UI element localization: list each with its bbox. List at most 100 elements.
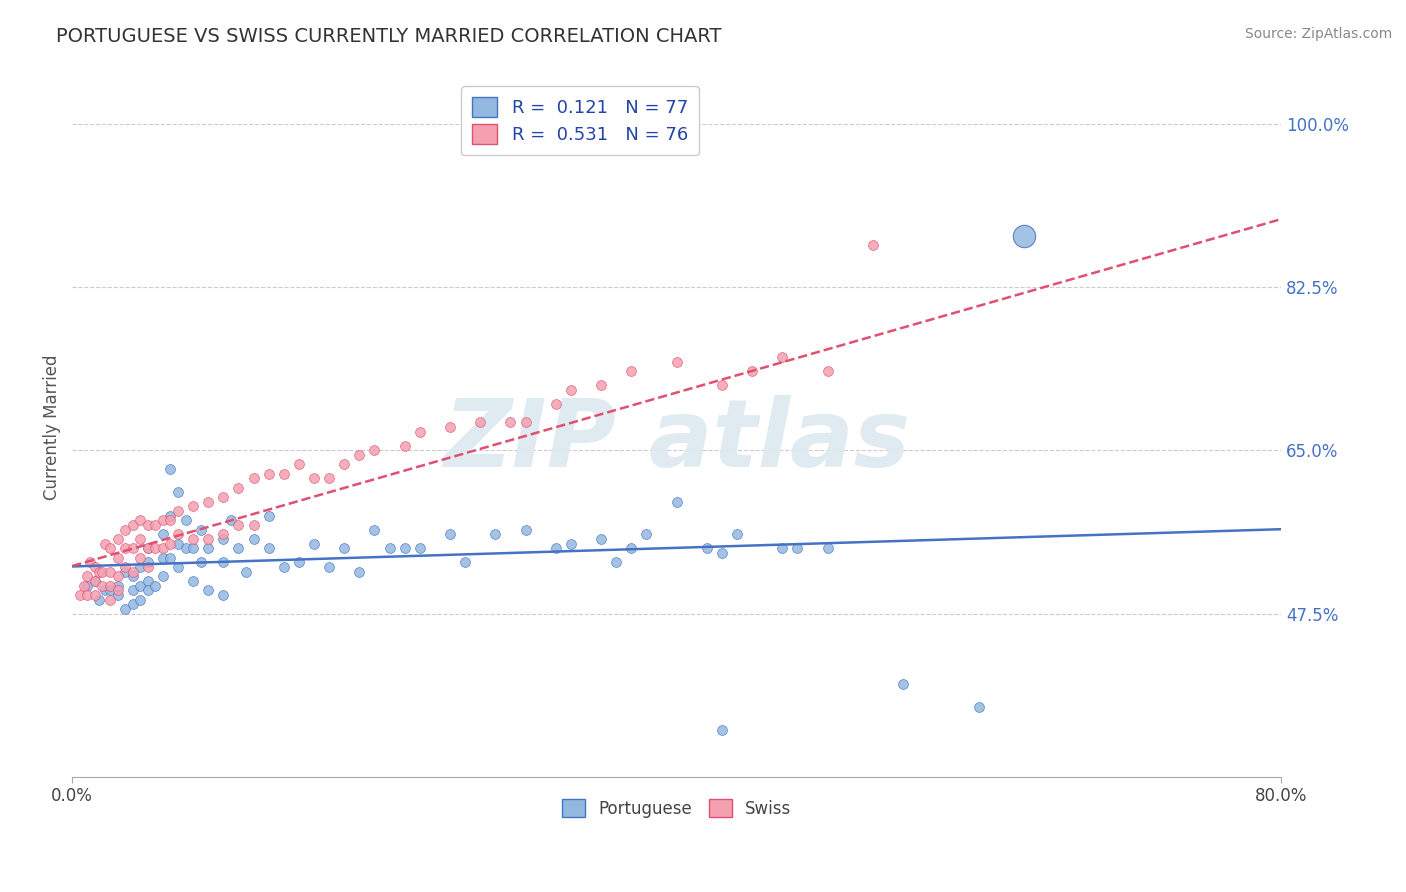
- Point: [167, 527, 190, 541]
- Point: [167, 504, 190, 518]
- Point: [288, 555, 311, 569]
- Point: [79, 555, 101, 569]
- Point: [98, 583, 121, 598]
- Point: [378, 541, 401, 556]
- Point: [136, 574, 159, 588]
- Point: [710, 546, 733, 560]
- Point: [143, 518, 166, 533]
- Point: [121, 583, 143, 598]
- Point: [212, 527, 235, 541]
- Point: [98, 592, 121, 607]
- Text: ZIP atlas: ZIP atlas: [443, 395, 910, 487]
- Point: [257, 508, 280, 523]
- Point: [770, 350, 793, 364]
- Point: [159, 550, 181, 565]
- Point: [159, 462, 181, 476]
- Point: [83, 574, 105, 588]
- Point: [235, 565, 257, 579]
- Point: [409, 425, 432, 439]
- Point: [136, 541, 159, 556]
- Point: [152, 550, 174, 565]
- Point: [439, 527, 461, 541]
- Point: [114, 523, 136, 537]
- Point: [167, 537, 190, 551]
- Point: [544, 541, 567, 556]
- Point: [665, 355, 688, 369]
- Point: [499, 416, 522, 430]
- Point: [114, 565, 136, 579]
- Point: [129, 513, 152, 527]
- Point: [167, 485, 190, 500]
- Point: [439, 420, 461, 434]
- Point: [121, 518, 143, 533]
- Point: [302, 471, 325, 485]
- Point: [107, 550, 129, 565]
- Point: [107, 532, 129, 546]
- Point: [817, 541, 839, 556]
- Point: [197, 495, 219, 509]
- Point: [152, 527, 174, 541]
- Y-axis label: Currently Married: Currently Married: [44, 354, 60, 500]
- Point: [129, 532, 152, 546]
- Point: [181, 532, 204, 546]
- Point: [76, 588, 98, 602]
- Point: [121, 598, 143, 612]
- Point: [349, 565, 371, 579]
- Point: [197, 532, 219, 546]
- Point: [98, 565, 121, 579]
- Point: [83, 560, 105, 574]
- Point: [560, 383, 582, 397]
- Point: [181, 500, 204, 514]
- Point: [786, 541, 808, 556]
- Point: [107, 579, 129, 593]
- Point: [891, 676, 914, 690]
- Point: [197, 583, 219, 598]
- Point: [1012, 229, 1035, 244]
- Point: [242, 532, 264, 546]
- Point: [136, 541, 159, 556]
- Point: [121, 541, 143, 556]
- Point: [967, 700, 990, 714]
- Point: [159, 508, 181, 523]
- Point: [190, 555, 212, 569]
- Point: [152, 541, 174, 556]
- Point: [143, 541, 166, 556]
- Point: [228, 541, 250, 556]
- Point: [589, 378, 612, 392]
- Legend: Portuguese, Swiss: Portuguese, Swiss: [555, 792, 799, 824]
- Point: [470, 416, 492, 430]
- Point: [515, 523, 537, 537]
- Point: [76, 569, 98, 583]
- Point: [242, 518, 264, 533]
- Point: [817, 364, 839, 378]
- Point: [302, 537, 325, 551]
- Point: [363, 523, 385, 537]
- Point: [862, 238, 884, 252]
- Point: [273, 560, 295, 574]
- Point: [83, 574, 105, 588]
- Point: [73, 579, 96, 593]
- Point: [349, 448, 371, 462]
- Point: [696, 541, 718, 556]
- Point: [129, 560, 152, 574]
- Point: [114, 541, 136, 556]
- Point: [143, 579, 166, 593]
- Point: [560, 537, 582, 551]
- Point: [94, 583, 117, 598]
- Point: [394, 541, 416, 556]
- Point: [363, 443, 385, 458]
- Point: [121, 565, 143, 579]
- Point: [98, 579, 121, 593]
- Point: [318, 560, 340, 574]
- Point: [89, 565, 111, 579]
- Point: [107, 583, 129, 598]
- Point: [94, 537, 117, 551]
- Point: [484, 527, 506, 541]
- Point: [257, 467, 280, 481]
- Point: [159, 513, 181, 527]
- Point: [696, 784, 718, 798]
- Point: [129, 550, 152, 565]
- Point: [605, 555, 627, 569]
- Point: [228, 481, 250, 495]
- Point: [620, 364, 643, 378]
